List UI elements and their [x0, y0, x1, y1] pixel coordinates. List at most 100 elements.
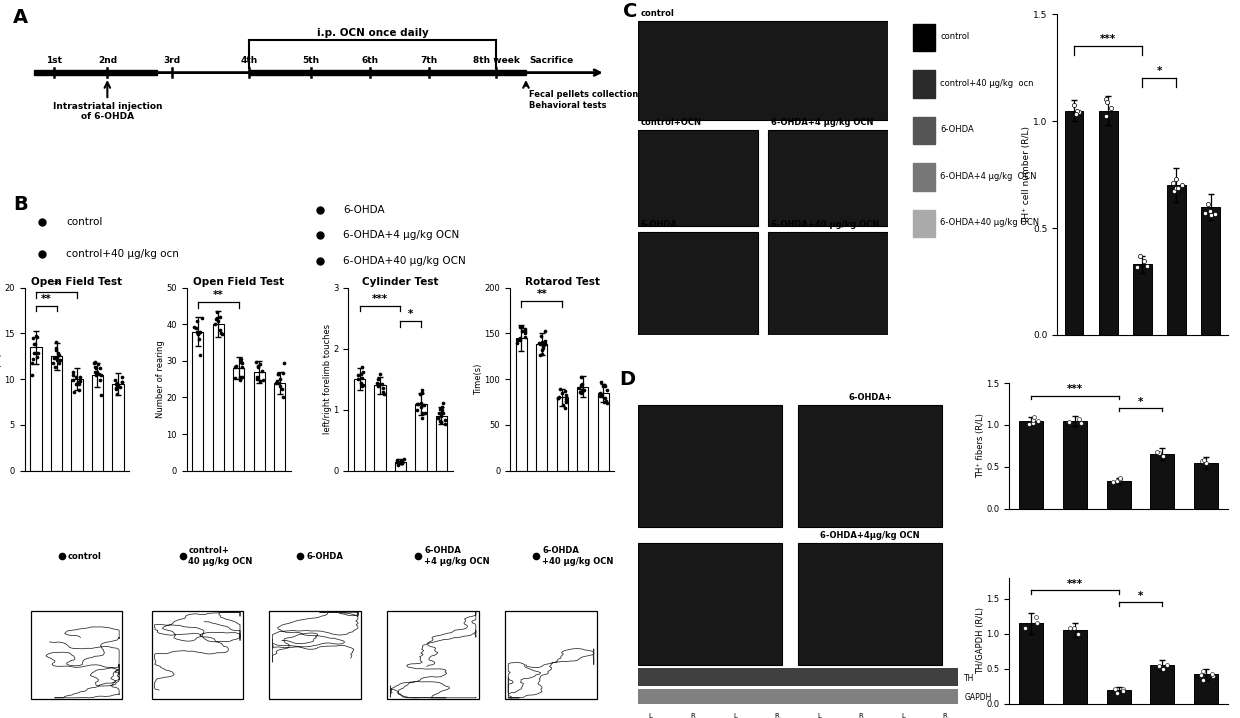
Point: [1023, 414, 1043, 426]
Point: [1068, 106, 1087, 117]
Point: [188, 328, 208, 340]
Point: [45, 352, 64, 363]
Point: [352, 380, 372, 391]
Point: [387, 457, 407, 468]
Point: [91, 369, 110, 381]
Point: [267, 378, 286, 389]
Point: [107, 383, 126, 394]
Point: [370, 368, 389, 380]
Point: [1064, 622, 1084, 633]
Point: [532, 345, 552, 356]
Point: [273, 391, 293, 402]
Point: [25, 338, 45, 350]
Point: [392, 457, 412, 468]
Point: [46, 342, 66, 353]
Point: [1027, 611, 1047, 623]
Bar: [353, 379, 366, 471]
Point: [570, 379, 590, 391]
Bar: [1151, 454, 1174, 509]
Bar: [92, 375, 103, 471]
Point: [29, 348, 48, 359]
Text: R: R: [775, 713, 780, 718]
Point: [187, 328, 207, 340]
Bar: [639, 544, 782, 665]
Point: [25, 338, 45, 350]
Point: [529, 349, 549, 360]
Point: [1195, 207, 1215, 218]
Point: [374, 388, 394, 400]
Point: [1019, 419, 1039, 430]
Point: [108, 381, 128, 392]
Point: [1194, 454, 1214, 466]
Bar: [33, 70, 157, 75]
Bar: [913, 24, 935, 51]
Bar: [557, 398, 568, 471]
Point: [370, 378, 389, 390]
Point: [46, 345, 66, 356]
Point: [1069, 413, 1089, 424]
Point: [388, 456, 408, 467]
Point: [66, 378, 86, 390]
Point: [231, 353, 250, 365]
Point: [594, 396, 614, 408]
Point: [1203, 671, 1223, 682]
Point: [267, 376, 286, 387]
Point: [430, 411, 450, 422]
Point: [432, 401, 451, 413]
Bar: [913, 164, 935, 191]
Text: 7th: 7th: [420, 57, 438, 65]
Point: [206, 314, 226, 325]
Text: 6th: 6th: [361, 57, 378, 65]
Bar: [1099, 111, 1117, 335]
Text: 2nd: 2nd: [98, 57, 117, 65]
Bar: [577, 386, 588, 471]
Point: [515, 331, 534, 342]
Point: [351, 368, 371, 380]
Text: ***: ***: [1100, 34, 1116, 45]
Bar: [1106, 690, 1131, 704]
Text: A: A: [12, 8, 29, 27]
Point: [572, 378, 591, 390]
Bar: [516, 338, 527, 471]
Point: [435, 414, 455, 426]
Text: Intrastriatal injection
of 6-OHDA: Intrastriatal injection of 6-OHDA: [52, 102, 162, 121]
Point: [84, 357, 104, 368]
Point: [433, 407, 453, 419]
Point: [69, 376, 89, 387]
Point: [252, 365, 272, 376]
Point: [48, 348, 68, 359]
Text: R: R: [942, 713, 947, 718]
Bar: [639, 233, 758, 335]
Point: [1192, 455, 1211, 467]
Point: [1023, 417, 1043, 429]
Point: [1163, 177, 1183, 189]
Point: [351, 377, 371, 388]
Text: L: L: [817, 713, 821, 718]
Bar: [799, 406, 942, 527]
Text: 6-OHDA+40 μg/kg OCN: 6-OHDA+40 μg/kg OCN: [940, 218, 1039, 227]
Bar: [1019, 623, 1043, 704]
Point: [412, 387, 432, 398]
Bar: [274, 383, 285, 471]
Point: [1107, 687, 1127, 699]
Point: [63, 366, 83, 378]
Point: [1157, 659, 1177, 671]
Text: 8th week: 8th week: [472, 57, 520, 65]
Point: [1096, 93, 1116, 105]
Point: [1203, 668, 1223, 680]
Point: [105, 378, 125, 389]
Point: [531, 330, 551, 342]
Point: [1097, 96, 1117, 108]
Point: [536, 338, 556, 350]
Point: [274, 368, 294, 379]
Point: [352, 361, 372, 373]
Point: [594, 379, 614, 391]
Point: [1164, 186, 1184, 197]
Text: control: control: [940, 32, 970, 42]
Bar: [1106, 481, 1131, 509]
Point: [1200, 210, 1220, 221]
Point: [572, 384, 591, 396]
Point: [515, 325, 534, 337]
Text: L: L: [901, 713, 905, 718]
Y-axis label: TH/GAPDH (R/L): TH/GAPDH (R/L): [976, 607, 985, 674]
